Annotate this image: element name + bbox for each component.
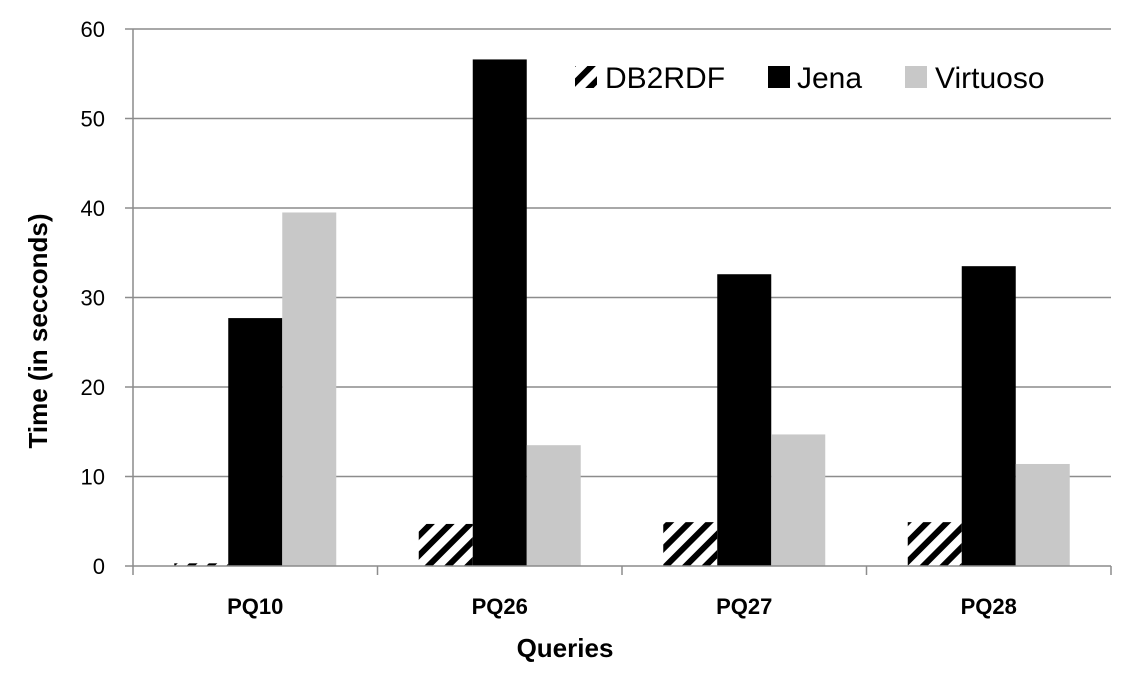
bar-db2rdf-pq10 — [174, 563, 229, 566]
bar-virtuoso-pq26 — [526, 445, 581, 566]
x-tick-labels: PQ10 PQ26 PQ27 PQ28 — [227, 594, 1017, 619]
bar-db2rdf-pq28 — [907, 522, 962, 566]
y-tick-label: 50 — [81, 107, 105, 132]
bar-jena-pq26 — [472, 59, 527, 567]
bar-jena-pq28 — [961, 266, 1016, 566]
y-tick-label: 60 — [81, 17, 105, 42]
y-tick-label: 0 — [93, 554, 105, 579]
bar-virtuoso-pq27 — [771, 434, 826, 566]
x-tick-label: PQ26 — [472, 594, 528, 619]
bars — [174, 59, 1070, 567]
bar-jena-pq27 — [717, 274, 772, 566]
legend-swatch-jena — [768, 66, 790, 88]
bar-db2rdf-pq27 — [663, 522, 718, 566]
x-tick-label: PQ28 — [961, 594, 1017, 619]
bar-jena-pq10 — [228, 318, 283, 566]
legend-swatch-virtuoso — [905, 66, 927, 88]
axes — [132, 29, 1112, 575]
legend: DB2RDF Jena Virtuoso — [575, 62, 1045, 95]
legend-label-jena: Jena — [797, 62, 862, 95]
y-tick-label: 20 — [81, 375, 105, 400]
y-axis-title: Time (in secconds) — [23, 213, 53, 448]
legend-label-virtuoso: Virtuoso — [935, 62, 1045, 95]
x-axis-title: Queries — [517, 633, 614, 663]
y-tick-labels: 0 10 20 30 40 50 60 — [81, 17, 105, 579]
bar-virtuoso-pq28 — [1015, 463, 1070, 566]
y-tick-label: 40 — [81, 196, 105, 221]
x-tick-label: PQ10 — [227, 594, 283, 619]
legend-swatch-db2rdf — [575, 66, 597, 88]
legend-label-db2rdf: DB2RDF — [605, 62, 725, 95]
y-tick-label: 30 — [81, 286, 105, 311]
y-tick-label: 10 — [81, 465, 105, 490]
bar-db2rdf-pq26 — [418, 523, 473, 566]
x-tick-label: PQ27 — [716, 594, 772, 619]
bar-virtuoso-pq10 — [282, 212, 337, 566]
